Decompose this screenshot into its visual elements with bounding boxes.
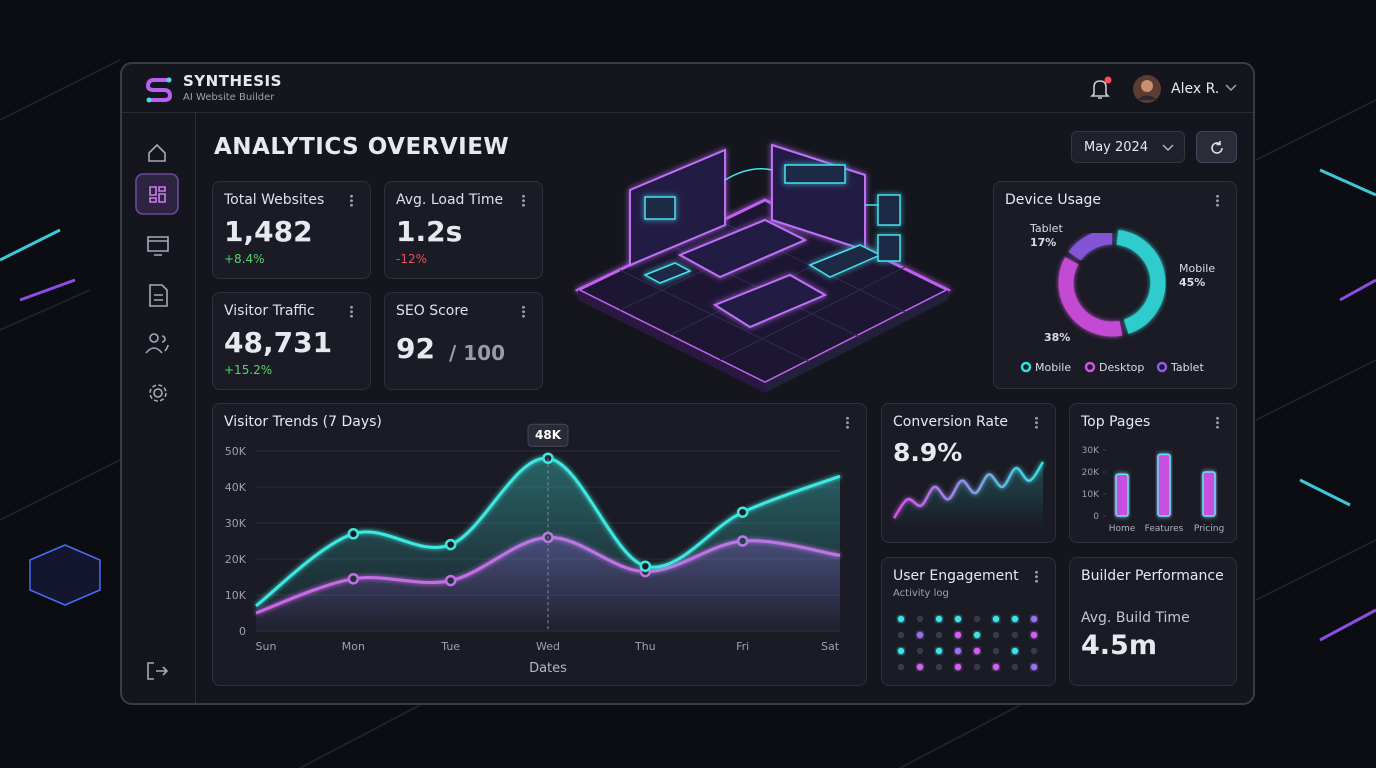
page-title: ANALYTICS OVERVIEW [214, 134, 510, 160]
stat-label: Total Websites [224, 192, 325, 208]
menu-dots[interactable] [1216, 194, 1219, 207]
device-usage-card [993, 181, 1237, 389]
logo [145, 77, 173, 103]
stat-label: SEO Score [396, 303, 469, 319]
conversion-value: 8.9% [893, 438, 963, 467]
users-icon[interactable] [145, 333, 169, 354]
sites-icon[interactable] [147, 236, 169, 256]
stat-suffix: / 100 [449, 341, 506, 365]
menu-dots[interactable] [846, 416, 849, 429]
card-title: Visitor Trends (7 Days) [224, 414, 382, 430]
stat-label: Avg. Load Time [396, 192, 504, 208]
metric-label: Avg. Build Time [1081, 610, 1190, 626]
card-title: Top Pages [1081, 414, 1151, 430]
brand-tagline: AI Website Builder [183, 92, 275, 103]
card-title: Builder Performance [1081, 568, 1224, 584]
stat-change: +8.4% [224, 252, 265, 266]
brand-name: SYNTHESIS [183, 72, 282, 90]
refresh-button[interactable] [1196, 131, 1237, 163]
menu-dots[interactable] [350, 305, 353, 318]
visitor-trends-card [212, 403, 867, 686]
home-icon[interactable] [148, 143, 166, 162]
notification-bell[interactable] [1088, 76, 1114, 102]
logout-icon[interactable] [147, 662, 169, 680]
menu-dots[interactable] [1035, 570, 1038, 583]
stat-value: 48,731 [224, 326, 333, 359]
stat-value: 92 [396, 332, 435, 365]
builder-card [1069, 557, 1237, 686]
menu-dots[interactable] [522, 305, 525, 318]
sidebar [135, 143, 179, 680]
stat-card [384, 181, 543, 279]
avatar[interactable] [1132, 74, 1162, 104]
engagement-card [881, 557, 1056, 686]
pages-icon[interactable] [149, 284, 168, 307]
stat-card [212, 181, 371, 279]
date-filter[interactable]: May 2024 [1071, 131, 1185, 163]
stat-value: 1.2s [396, 215, 463, 248]
metric-value: 4.5m [1081, 630, 1157, 661]
menu-dots[interactable] [522, 194, 525, 207]
date-filter-label: May 2024 [1084, 140, 1149, 155]
sidebar-divider [195, 113, 196, 703]
header-divider [122, 112, 1253, 113]
refresh-icon [1211, 141, 1223, 154]
dashboard-icon-bg[interactable] [135, 173, 179, 215]
stat-label: Visitor Traffic [224, 303, 315, 319]
menu-dots[interactable] [350, 194, 353, 207]
dashboard-icon[interactable] [149, 186, 166, 203]
stat-card [384, 292, 543, 390]
card-title: Conversion Rate [893, 414, 1009, 430]
settings-icon[interactable] [153, 388, 163, 398]
stat-card [212, 292, 371, 390]
menu-dots[interactable] [1216, 416, 1219, 429]
menu-dots[interactable] [1035, 416, 1038, 429]
hero-illustration [574, 143, 952, 393]
stat-value: 1,482 [224, 215, 313, 248]
date-chevron [1162, 144, 1174, 151]
user-chevron[interactable] [1225, 83, 1237, 93]
stat-change: -12% [396, 252, 428, 266]
card-title: User Engagement [893, 568, 1019, 584]
user-name[interactable]: Alex R. [1171, 81, 1220, 97]
stat-change: +15.2% [224, 363, 273, 377]
card-subtitle: Activity log [893, 588, 949, 599]
card-title: Device Usage [1005, 192, 1101, 208]
